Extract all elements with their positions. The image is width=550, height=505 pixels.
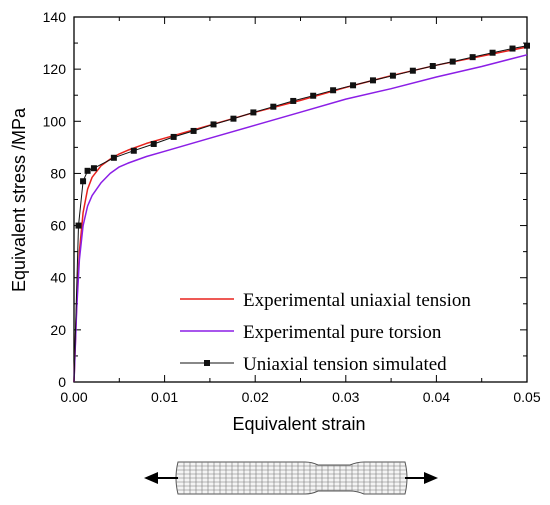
legend-marker-simulated [204,360,210,366]
x-tick-label: 0.04 [423,389,450,405]
data-point-simulated [270,103,277,110]
legend-label-pure-torsion: Experimental pure torsion [243,322,442,343]
data-point-simulated [389,72,396,79]
data-point-simulated [130,147,137,154]
data-point-simulated [84,167,91,174]
data-point-simulated [350,82,357,89]
data-point-simulated [230,115,237,122]
y-tick-label: 0 [58,374,66,390]
legend: Experimental uniaxial tension Experiment… [180,290,471,375]
specimen-mesh [176,462,407,494]
y-tick-label: 140 [43,9,67,25]
y-tick-label: 80 [50,165,66,181]
data-point-simulated [469,54,476,61]
series-line-pure-torsion [73,54,528,383]
y-tick-label: 40 [50,270,66,286]
right-arrow-icon [405,472,438,484]
legend-entry-uniaxial-tension: Experimental uniaxial tension [180,290,471,311]
legend-entry-simulated: Uniaxial tension simulated [180,354,447,375]
x-tick-label: 0.01 [151,389,178,405]
y-axis: 0 20 40 60 80 100 120 140 [43,9,527,390]
x-axis: 0.00 0.01 0.02 0.03 0.04 0.05 [60,17,541,405]
data-point-simulated [250,109,257,116]
data-point-simulated [75,222,82,229]
data-point-simulated [190,127,197,134]
data-point-simulated [409,67,416,74]
data-point-simulated [110,154,117,161]
data-point-simulated [210,121,217,128]
data-point-simulated [429,63,436,70]
y-tick-label: 60 [50,218,66,234]
y-tick-label: 120 [43,61,67,77]
data-point-simulated [489,49,496,56]
data-point-simulated [369,77,376,84]
data-point-simulated [524,42,530,49]
left-arrow-icon [144,472,178,484]
legend-label-simulated: Uniaxial tension simulated [243,354,447,375]
data-point-simulated [310,92,317,99]
specimen-illustration [144,461,438,495]
data-point-simulated [449,58,456,65]
legend-label-uniaxial-tension: Experimental uniaxial tension [243,290,471,311]
data-point-simulated [330,87,337,94]
data-point-simulated [80,178,87,185]
x-tick-label: 0.05 [513,389,540,405]
y-axis-title: Equivalent stress /MPa [9,107,29,292]
x-tick-label: 0.00 [60,389,87,405]
x-axis-title: Equivalent strain [232,414,365,434]
data-point-simulated [90,165,97,172]
data-point-simulated [170,133,177,140]
data-point-simulated [290,97,297,104]
data-point-simulated [150,140,157,147]
legend-entry-pure-torsion: Experimental pure torsion [180,322,442,343]
data-point-simulated [509,45,516,52]
y-tick-label: 100 [43,113,67,129]
series-layer [73,42,530,383]
x-tick-label: 0.02 [242,389,269,405]
y-tick-label: 20 [50,322,66,338]
x-tick-label: 0.03 [332,389,359,405]
